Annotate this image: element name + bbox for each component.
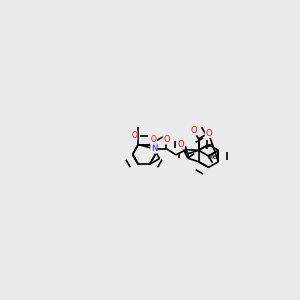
Text: O: O [190, 126, 197, 135]
Text: N: N [151, 144, 157, 153]
Text: O: O [151, 136, 156, 145]
Text: O: O [178, 140, 184, 149]
Text: O: O [205, 129, 212, 138]
Text: O: O [163, 135, 170, 144]
Text: Me: Me [208, 154, 218, 160]
Text: O: O [131, 131, 137, 140]
